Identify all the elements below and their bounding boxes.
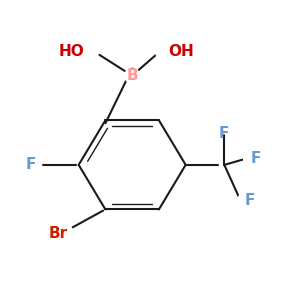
Circle shape xyxy=(156,40,180,64)
Circle shape xyxy=(125,68,140,83)
Circle shape xyxy=(22,156,40,174)
Text: F: F xyxy=(26,158,36,172)
Text: HO: HO xyxy=(59,44,85,59)
Text: F: F xyxy=(219,126,230,141)
Text: F: F xyxy=(251,152,261,166)
Text: B: B xyxy=(126,68,138,83)
Circle shape xyxy=(217,119,232,134)
Circle shape xyxy=(238,193,253,208)
Circle shape xyxy=(244,152,259,166)
Text: OH: OH xyxy=(168,44,194,59)
Circle shape xyxy=(73,40,97,64)
Text: Br: Br xyxy=(48,226,68,241)
Text: F: F xyxy=(245,193,256,208)
Circle shape xyxy=(44,220,71,247)
